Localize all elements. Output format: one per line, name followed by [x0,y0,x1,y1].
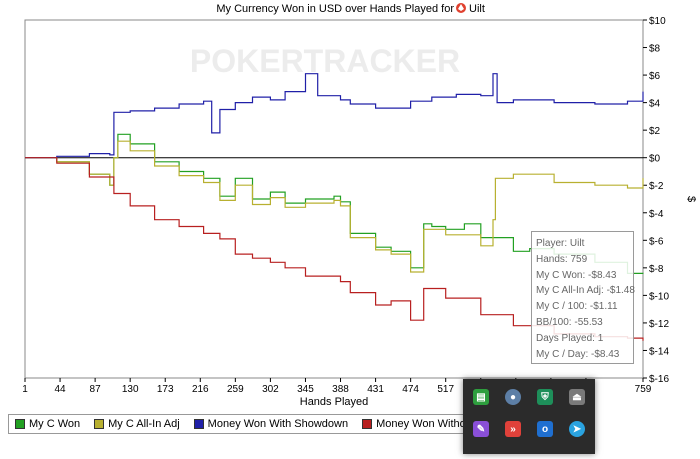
tooltip-player: Player: Uilt [536,238,585,249]
circle-app-icon[interactable]: ● [505,389,521,405]
x-tick-label: 759 [635,384,652,395]
y-tick-label: $10 [649,16,666,27]
x-tick-label: 259 [227,384,244,395]
outlook-icon[interactable]: o [537,421,553,437]
legend-label: Money Won Without S [376,418,486,430]
series-line-my-c-all-in-adj [25,140,644,273]
legend-item-without-showdown[interactable]: Money Won Without S [362,418,485,430]
watermark: POKERTRACKER [190,43,460,79]
green-app-icon[interactable]: ▤ [473,389,489,405]
x-tick-label: 216 [192,384,209,395]
system-tray-overflow: ▤ ● ⛨ ⏏ ✎ » o ➤ [463,379,595,454]
y-axis-label: $ [685,196,697,202]
data-tooltip: Player: Uilt Hands: 759 My C Won: -$8.43… [531,231,635,364]
title-logo-icon [456,3,466,13]
y-tick-label: $2 [649,126,661,137]
tooltip-allin: My C All-In Adj: -$1.48 [536,285,635,297]
tooltip-bb100: BB/100: -55.53 [536,316,603,328]
legend-item-my-c-won[interactable]: My C Won [15,418,80,430]
legend-swatch [362,419,373,429]
legend-item-all-in-adj[interactable]: My C All-In Adj [94,418,180,430]
usb-device-icon[interactable]: ⏏ [569,389,585,405]
legend-swatch [94,419,105,429]
x-tick-label: 173 [157,384,174,395]
series-lines [25,73,644,341]
legend-item-showdown[interactable]: Money Won With Showdown [193,418,349,430]
feather-app-icon[interactable]: ✎ [473,421,489,437]
tooltip-perday: My C / Day: -$8.43 [536,348,620,360]
tooltip-per100: My C / 100: -$1.11 [536,301,618,313]
legend-label: My C All-In Adj [108,418,180,430]
y-tick-label: $-10 [649,291,669,302]
x-tick-label: 345 [297,384,314,395]
x-tick-label: 87 [90,384,102,395]
y-tick-label: $-8 [649,264,664,275]
telegram-icon[interactable]: ➤ [569,421,585,437]
x-tick-label: 474 [402,384,419,395]
y-tick-label: $6 [649,71,661,82]
legend-label: My C Won [29,418,81,430]
anydesk-icon[interactable]: » [505,421,521,437]
series-line-money-won-without-showdown [25,157,644,341]
y-tick-label: $-2 [649,181,664,192]
x-tick-label: 517 [437,384,454,395]
tooltip-won: My C Won: -$8.43 [536,269,617,281]
legend: My C Won My C All-In Adj Money Won With … [8,414,485,434]
y-tick-label: $-12 [649,319,669,330]
y-tick-label: $8 [649,44,661,55]
x-tick-label: 388 [332,384,349,395]
y-tick-label: $-16 [649,374,669,385]
y-tick-label: $-6 [649,236,664,247]
x-tick-label: 431 [367,384,384,395]
legend-swatch [193,419,204,429]
x-tick-label: 1 [22,384,28,395]
series-line-my-c-won [25,133,644,274]
x-axis-label: Hands Played [300,396,369,408]
plot-area [24,19,644,379]
legend-swatch [15,419,25,429]
tooltip-days: Days Played: 1 [536,332,604,344]
legend-label: Money Won With Showdown [207,418,349,430]
y-tick-label: $-14 [649,346,669,357]
y-tick-label: $-4 [649,209,664,220]
x-tick-label: 44 [54,384,66,395]
series-line-money-won-with-showdown [25,73,644,159]
y-tick-label: $4 [649,99,661,110]
y-tick-label: $0 [649,154,661,165]
chart-title: My Currency Won in USD over Hands Played… [216,3,454,15]
chart-title-player: Uilt [469,3,485,15]
x-tick-label: 302 [262,384,279,395]
x-tick-label: 130 [122,384,139,395]
shield-app-icon[interactable]: ⛨ [537,389,553,405]
tooltip-hands: Hands: 759 [536,253,588,265]
